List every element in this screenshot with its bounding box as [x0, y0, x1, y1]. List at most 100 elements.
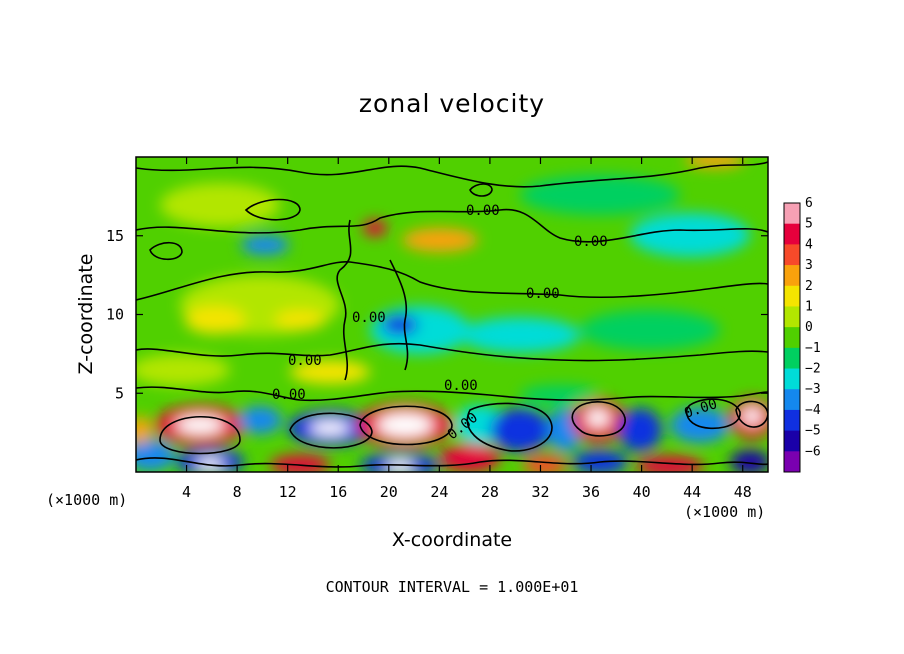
contour-line — [389, 259, 409, 371]
field-blob — [270, 455, 330, 472]
colorbar-swatch — [784, 203, 800, 225]
contour-line — [136, 208, 768, 243]
x-axis-ticks: 4 8 12 16 20 24 28 32 36 40 44 48 — [182, 157, 752, 501]
contour-line — [136, 161, 768, 188]
colorbar-label: 4 — [805, 237, 813, 252]
field-blob — [241, 235, 289, 255]
x-tick-label: 24 — [430, 483, 448, 501]
field-blob — [618, 408, 662, 452]
field-blob — [402, 228, 478, 252]
colorbar-swatch — [784, 451, 800, 473]
x-tick-label: 4 — [182, 483, 191, 501]
field-blob — [520, 385, 600, 405]
field-blob — [196, 458, 224, 470]
field-blob — [363, 220, 387, 236]
plot-area: 0.00 0.00 0.00 0.00 0.00 0.00 0.00 0.00 … — [106, 156, 769, 501]
colorbar-swatch — [784, 285, 800, 307]
contour-line — [136, 261, 768, 301]
colorbar-label: 0 — [805, 320, 813, 335]
colorbar-swatch — [784, 265, 800, 287]
colorbar-swatch — [784, 368, 800, 390]
field-blob — [382, 315, 418, 335]
colorbar-label: 2 — [805, 279, 813, 294]
x-tick-label: 44 — [683, 483, 701, 501]
colorbar-label: 6 — [805, 196, 813, 211]
contour-lines — [136, 161, 768, 468]
x-tick-label: 16 — [329, 483, 347, 501]
colorbar-label: 1 — [805, 299, 813, 314]
contour-line — [136, 342, 768, 362]
x-tick-label: 20 — [380, 483, 398, 501]
field-blob — [670, 407, 730, 443]
field-blob — [136, 354, 230, 386]
field-blob — [310, 421, 350, 435]
colorbar-swatch — [784, 327, 800, 349]
contour-line — [149, 241, 183, 261]
x-tick-label: 48 — [734, 483, 752, 501]
y-tick-label: 5 — [115, 384, 124, 402]
field-blob — [185, 306, 245, 334]
colorbar-label: −5 — [805, 424, 821, 439]
field-blobs — [136, 157, 768, 472]
x-tick-label: 40 — [633, 483, 651, 501]
field-blob — [275, 310, 325, 330]
field-blob — [377, 413, 433, 437]
x-tick-label: 12 — [279, 483, 297, 501]
colorbar-label: 5 — [805, 217, 813, 232]
colorbar-swatch — [784, 244, 800, 266]
contour-line — [685, 398, 741, 430]
colorbar-swatch — [784, 306, 800, 328]
colorbar-swatch — [784, 223, 800, 245]
x-tick-label: 28 — [481, 483, 499, 501]
field-blob — [730, 450, 768, 472]
contour-label: 0.00 — [526, 286, 560, 302]
field-blob — [630, 213, 750, 257]
contour-label: 0.00 — [574, 234, 608, 250]
colorbar-swatch — [784, 347, 800, 370]
field-blob — [586, 409, 610, 427]
colorbar-label: −2 — [805, 362, 821, 377]
contour-line — [359, 405, 453, 446]
colorbar-swatch — [784, 409, 800, 432]
field-blob — [490, 408, 550, 452]
contour-label: 0.00 — [272, 387, 306, 403]
colorbar-label: −3 — [805, 382, 821, 397]
colorbar-label: −6 — [805, 444, 821, 459]
colorbar: 6 5 4 3 2 1 0 −1 −2 −3 −4 −5 −6 — [783, 196, 821, 473]
field-blob — [136, 439, 175, 471]
contour-interval-text: CONTOUR INTERVAL = 1.000E+01 — [326, 578, 579, 596]
colorbar-label: −4 — [805, 403, 821, 418]
x-axis-label: X-coordinate — [392, 529, 512, 551]
chart-title: zonal velocity — [359, 89, 545, 118]
colorbar-swatch — [784, 430, 800, 452]
y-tick-label: 15 — [106, 227, 124, 245]
field-blob — [238, 406, 282, 434]
field-blob — [636, 456, 704, 472]
contour-label: 0.00 — [288, 353, 322, 369]
contour-line — [336, 219, 352, 381]
field-blob — [290, 360, 370, 384]
field-blob — [572, 450, 628, 472]
field-blob — [460, 317, 580, 353]
field-blob — [742, 408, 762, 424]
contour-line — [289, 412, 373, 449]
x-unit-left: (×1000 m) — [46, 491, 127, 509]
field-blob — [580, 310, 720, 350]
y-tick-label: 10 — [106, 306, 124, 324]
contour-label: 0.00 — [444, 378, 478, 394]
contour-line — [136, 386, 768, 402]
contour-line — [466, 402, 553, 452]
colorbar-label: 3 — [805, 258, 813, 273]
colorbar-swatch — [784, 389, 800, 411]
field-blob — [440, 444, 500, 472]
contour-line — [469, 183, 493, 197]
x-unit-right: (×1000 m) — [684, 503, 765, 521]
x-tick-label: 32 — [531, 483, 549, 501]
contour-line — [571, 401, 626, 437]
field-blob — [160, 183, 280, 227]
y-axis-label: Z-coordinate — [75, 254, 97, 375]
contour-line — [159, 415, 241, 455]
velocity-field — [136, 157, 768, 472]
y-axis-ticks: 5 10 15 — [106, 227, 768, 402]
